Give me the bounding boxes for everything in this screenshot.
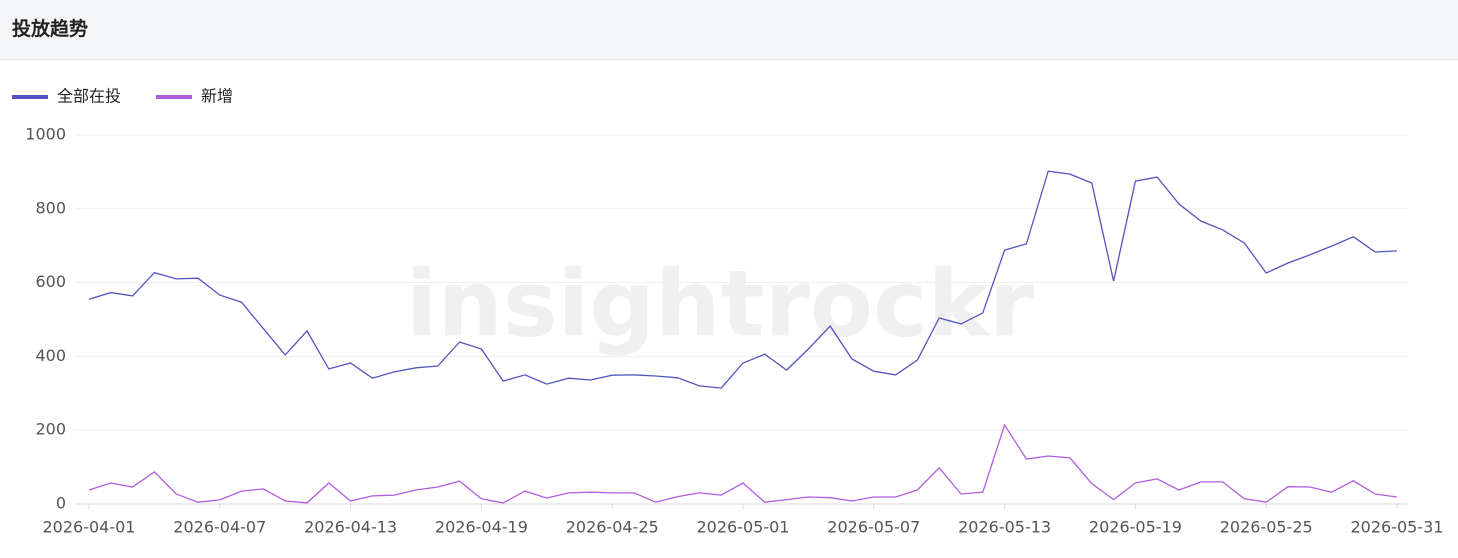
series-line [88, 423, 1398, 504]
x-tick-label: 2026-05-19 [1089, 518, 1182, 537]
x-tick-label: 2026-04-25 [566, 518, 659, 537]
y-tick-label: 400 [35, 346, 66, 365]
x-tick-label: 2026-04-13 [304, 518, 397, 537]
y-tick-label: 200 [35, 420, 66, 439]
chart: insightrockr 0 200 400 600 800 1000 2026-04-01 2… [12, 87, 1444, 537]
legend-label: 新增 [201, 87, 233, 106]
x-tick-label: 2026-05-31 [1351, 518, 1444, 537]
y-tick-label: 600 [35, 272, 66, 291]
x-tick-label: 2026-04-19 [435, 518, 528, 537]
panel-title: 投放趋势 [12, 18, 89, 40]
watermark: insightrockr [406, 250, 1035, 357]
x-tick-label: 2026-05-25 [1220, 518, 1313, 537]
series-line [88, 170, 1398, 389]
x-tick-label: 2026-05-07 [827, 518, 920, 537]
header: 投放趋势 [0, 0, 1458, 60]
legend-label: 全部在投 [57, 87, 121, 106]
x-tick-label: 2026-04-01 [43, 518, 136, 537]
x-tick-label: 2026-04-07 [173, 518, 266, 537]
x-tick-label: 2026-05-01 [697, 518, 790, 537]
y-tick-label: 1000 [25, 125, 66, 144]
x-tick-label: 2026-05-13 [958, 518, 1051, 537]
y-tick-label: 0 [56, 494, 66, 513]
y-tick-label: 800 [35, 198, 66, 217]
